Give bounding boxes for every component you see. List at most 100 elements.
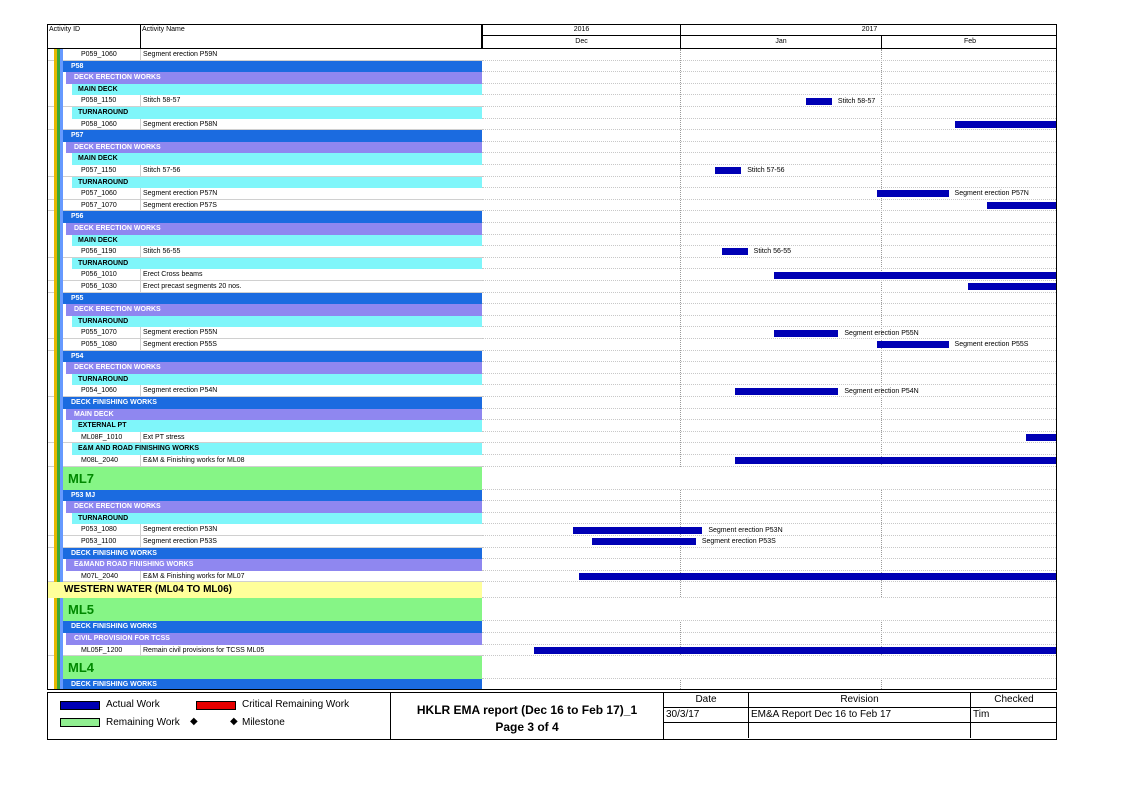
table-row[interactable]: P055_1080 Segment erection P55S Segment er… bbox=[48, 339, 1056, 351]
wbs-group-row[interactable]: E&M AND ROAD FINISHING WORKS bbox=[48, 443, 1056, 455]
wbs-group-row[interactable]: DECK FINISHING WORKS bbox=[48, 397, 1056, 409]
wbs-indent-stripe bbox=[60, 621, 63, 633]
table-row[interactable]: P057_1060 Segment erection P57N Segment er… bbox=[48, 188, 1056, 200]
row-label-cell: P055_1070 Segment erection P55N bbox=[48, 327, 482, 339]
wbs-group-row[interactable]: DECK ERECTION WORKS bbox=[48, 223, 1056, 235]
table-row[interactable]: P056_1030 Erect precast segments 20 nos. bbox=[48, 281, 1056, 293]
activity-name: Segment erection P53N bbox=[143, 526, 218, 534]
row-label-cell: DECK FINISHING WORKS bbox=[48, 397, 482, 409]
wbs-group-row[interactable]: P53 MJ bbox=[48, 489, 1056, 502]
wbs-group-row[interactable]: CIVIL PROVISION FOR TCSS bbox=[48, 633, 1056, 645]
wbs-group-row[interactable]: DECK ERECTION WORKS bbox=[48, 362, 1056, 374]
table-row[interactable]: P056_1010 Erect Cross beams bbox=[48, 269, 1056, 281]
wbs-indent-stripe bbox=[54, 339, 57, 351]
wbs-group-row[interactable]: ML5 bbox=[48, 598, 1056, 622]
wbs-group-row[interactable]: MAIN DECK bbox=[48, 153, 1056, 165]
wbs-title: TURNAROUND bbox=[78, 514, 129, 522]
wbs-group-row[interactable]: P54 bbox=[48, 350, 1056, 363]
wbs-indent-stripe bbox=[60, 679, 63, 689]
wbs-group-row[interactable]: TURNAROUND bbox=[48, 257, 1056, 270]
actual-work-bar[interactable] bbox=[721, 248, 748, 256]
table-row[interactable]: ML05F_1200 Remain civil provisions for TC… bbox=[48, 644, 1056, 657]
wbs-group-row[interactable]: DECK FINISHING WORKS bbox=[48, 621, 1056, 633]
cell-divider bbox=[140, 455, 141, 466]
wbs-indent-stripe bbox=[57, 373, 60, 386]
wbs-title: TURNAROUND bbox=[78, 259, 129, 267]
table-row[interactable]: P058_1060 Segment erection P58N bbox=[48, 118, 1056, 131]
table-row[interactable]: M07L_2040 E&M & Finishing works for ML07 bbox=[48, 570, 1056, 583]
table-row[interactable]: P058_1150 Stitch 58-57 Stitch 58-57 bbox=[48, 95, 1056, 107]
wbs-indent-stripe bbox=[60, 118, 63, 131]
actual-work-bar[interactable] bbox=[773, 271, 1056, 279]
wbs-group-row[interactable]: E&MAND ROAD FINISHING WORKS bbox=[48, 559, 1056, 571]
actual-work-bar[interactable] bbox=[572, 526, 703, 534]
table-row[interactable]: P055_1070 Segment erection P55N Segment er… bbox=[48, 327, 1056, 339]
actual-work-bar[interactable] bbox=[579, 573, 1056, 581]
wbs-group-row[interactable]: P56 bbox=[48, 211, 1056, 223]
wbs-indent-stripe bbox=[60, 281, 63, 293]
wbs-group-row[interactable]: ML4 bbox=[48, 656, 1056, 680]
wbs-group-row[interactable]: MAIN DECK bbox=[48, 408, 1056, 421]
actual-work-bar[interactable] bbox=[592, 538, 696, 546]
actual-work-bar[interactable] bbox=[734, 457, 1056, 465]
wbs-group-row[interactable]: TURNAROUND bbox=[48, 373, 1056, 386]
activity-name: Remain civil provisions for TCSS ML05 bbox=[143, 646, 265, 654]
actual-work-bar[interactable] bbox=[1026, 434, 1056, 442]
wbs-group-row[interactable]: DECK FINISHING WORKS bbox=[48, 547, 1056, 560]
actual-work-bar[interactable] bbox=[877, 341, 949, 349]
checked-value: Tim bbox=[971, 708, 1057, 723]
table-row[interactable]: P059_1060 Segment erection P59N bbox=[48, 49, 1056, 61]
column-header-activity-id[interactable]: Activity ID bbox=[49, 26, 81, 33]
actual-work-bar[interactable] bbox=[955, 120, 1056, 128]
actual-work-bar[interactable] bbox=[773, 329, 839, 337]
wbs-group-row[interactable]: MAIN DECK bbox=[48, 83, 1056, 96]
wbs-group-row[interactable]: MAIN DECK bbox=[48, 234, 1056, 247]
actual-work-bar[interactable] bbox=[987, 202, 1056, 210]
wbs-group-row[interactable]: DECK ERECTION WORKS bbox=[48, 141, 1056, 154]
row-label-cell: TURNAROUND bbox=[48, 373, 482, 386]
wbs-group-row[interactable]: P55 bbox=[48, 292, 1056, 305]
row-separator bbox=[482, 233, 1056, 235]
wbs-title: WESTERN WATER (ML04 TO ML06) bbox=[64, 584, 232, 596]
title-block: HKLR EMA report (Dec 16 to Feb 17)_1 Pag… bbox=[390, 693, 664, 739]
actual-work-bar[interactable] bbox=[806, 97, 832, 105]
wbs-group-row[interactable]: TURNAROUND bbox=[48, 176, 1056, 189]
actual-work-bar[interactable] bbox=[533, 646, 1056, 654]
wbs-group-row[interactable]: ML7 bbox=[48, 466, 1056, 490]
wbs-indent-stripe bbox=[54, 72, 57, 84]
table-row[interactable]: P057_1070 Segment erection P57S bbox=[48, 199, 1056, 212]
actual-work-bar[interactable] bbox=[877, 190, 949, 198]
table-row[interactable]: ML08F_1010 Ext PT stress bbox=[48, 431, 1056, 444]
actual-work-bar[interactable] bbox=[734, 387, 839, 395]
wbs-title: DECK FINISHING WORKS bbox=[71, 399, 157, 406]
wbs-indent-stripe bbox=[57, 246, 60, 258]
table-row[interactable]: P053_1080 Segment erection P53N Segment er… bbox=[48, 524, 1056, 536]
wbs-group-row[interactable]: P57 bbox=[48, 130, 1056, 142]
table-row[interactable]: P053_1100 Segment erection P53S Segment er… bbox=[48, 536, 1056, 548]
wbs-indent-stripe bbox=[60, 524, 63, 536]
wbs-group-row[interactable]: TURNAROUND bbox=[48, 315, 1056, 328]
wbs-group-row[interactable]: P58 bbox=[48, 60, 1056, 73]
cell-divider bbox=[140, 165, 141, 176]
wbs-group-row[interactable]: DECK ERECTION WORKS bbox=[48, 501, 1056, 513]
column-header-activity-name[interactable]: Activity Name bbox=[142, 26, 185, 33]
wbs-group-row[interactable]: WESTERN WATER (ML04 TO ML06) bbox=[48, 582, 1056, 599]
actual-work-bar[interactable] bbox=[968, 283, 1056, 291]
wbs-group-row[interactable]: TURNAROUND bbox=[48, 107, 1056, 119]
actual-work-bar[interactable] bbox=[715, 167, 742, 175]
table-row[interactable]: M08L_2040 E&M & Finishing works for ML08 bbox=[48, 455, 1056, 467]
wbs-band bbox=[72, 176, 482, 189]
table-row[interactable]: P054_1060 Segment erection P54N Segment er… bbox=[48, 385, 1056, 397]
table-row[interactable]: P056_1190 Stitch 56-55 Stitch 56-55 bbox=[48, 246, 1056, 258]
wbs-group-row[interactable]: DECK ERECTION WORKS bbox=[48, 72, 1056, 84]
table-row[interactable]: P057_1150 Stitch 57-56 Stitch 57-56 bbox=[48, 165, 1056, 177]
wbs-group-row[interactable]: TURNAROUND bbox=[48, 512, 1056, 525]
wbs-group-row[interactable]: DECK FINISHING WORKS bbox=[48, 679, 1056, 689]
wbs-indent-stripe bbox=[54, 362, 57, 374]
wbs-group-row[interactable]: EXTERNAL PT bbox=[48, 420, 1056, 432]
wbs-indent-stripe bbox=[57, 49, 60, 61]
wbs-indent-stripe bbox=[54, 679, 57, 689]
activity-name: Segment erection P55N bbox=[143, 329, 218, 337]
wbs-group-row[interactable]: DECK ERECTION WORKS bbox=[48, 304, 1056, 316]
cell-divider bbox=[140, 199, 141, 211]
